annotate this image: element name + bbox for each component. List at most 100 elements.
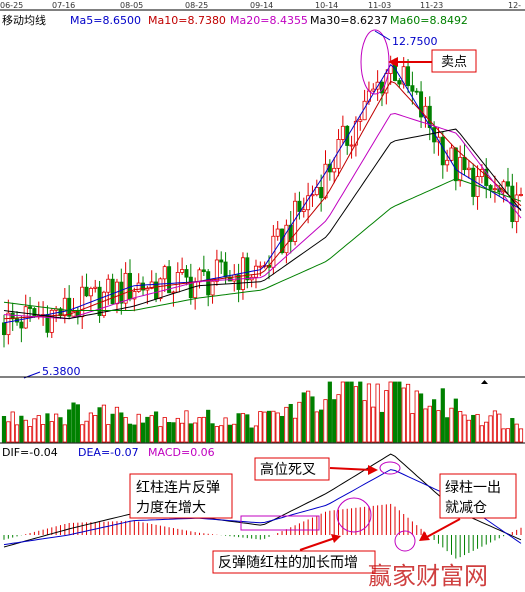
candle-body [371,88,376,92]
volume-bar [427,405,432,443]
date-label: 11-03 [368,1,391,10]
macd-line-dif [3,453,522,548]
volume-bar [401,387,406,443]
volume-bar [336,394,341,443]
candle-body [149,281,154,289]
volume-bar [375,383,380,443]
macd-line-dea [3,469,522,546]
volume-bar [384,390,389,443]
volume-bar [132,424,137,443]
volume-bar [19,415,24,443]
volume-bar [279,415,285,443]
candle-body [10,312,15,320]
candle-body [210,280,215,296]
candle-body [492,188,497,191]
volume-bar [67,409,72,443]
candle-body [158,278,163,300]
volume-bar [166,422,172,443]
volume-bar [45,413,50,443]
volume-bar [319,409,324,443]
volume-bar [10,411,15,443]
green-bars-arrow-head [419,531,430,541]
macd-lines [3,453,522,548]
ma60-legend: Ma60=8.8492 [390,14,468,27]
volume-bar [453,398,458,443]
candle-body [319,186,324,199]
volume-bar [392,381,398,443]
candle-body [49,309,54,333]
candle-body [232,274,237,282]
volume-bar [410,413,415,443]
rebound-label: 反弹随红柱的加长而增 [218,555,358,571]
volume-bar [288,403,293,443]
candle-body [423,105,428,118]
candle-body [306,195,311,211]
volume-bar [514,423,519,443]
peak-circle [360,29,390,95]
candle-body [167,266,172,294]
volume-bar [440,388,445,443]
volume-bar [488,415,493,443]
volume-bar [197,417,202,443]
sell-point-box [431,49,477,73]
macd-annotations: 红柱连片反弹力度在增大 高位死叉 绿柱一出就减仓 反弹随红柱的加长而增 赢家财富… [129,457,517,590]
volume-bar [323,399,328,443]
date-label: 08-25 [185,1,208,10]
volume-bar [492,410,498,443]
date-label: 07-16 [52,1,75,10]
moving-average-lines [3,64,522,324]
volume-bar [54,413,59,443]
date-label: 12- [508,1,521,10]
volume-bar [201,416,206,443]
green-bars-label: 绿柱一出就减仓 [445,480,501,516]
candlesticks [2,55,524,348]
death-cross-arrow-head [368,465,378,475]
death-cross-box [254,457,330,481]
ma10-legend: Ma10=8.7380 [148,14,226,27]
ma-line-ma30 [3,128,522,320]
candle-body [505,181,510,187]
candle-body [136,282,141,292]
volume-bar [106,424,111,443]
candle-body [219,259,224,263]
volume-bar [232,423,237,443]
volume-bar [332,399,337,443]
volume-bar [449,407,454,443]
volume-bar [23,419,28,443]
candle-body [245,257,250,281]
volume-bar [353,386,359,443]
candle-body [284,224,289,254]
candle-body [197,269,202,283]
watermark: 赢家财富网 [368,562,488,588]
volume-bar [510,418,515,443]
candle-body [162,266,167,280]
volume-bar [432,399,437,443]
volume-bar [227,424,233,443]
volume-bar [379,411,385,443]
candle-body [340,125,345,140]
candle-body [214,259,219,282]
volume-bar [388,381,393,443]
volume-bar [362,400,367,443]
volume-bar [223,417,228,443]
date-label: 09-14 [250,1,273,10]
annotation-line: 就减仓 [445,500,487,516]
rebound-rectangle [240,515,320,531]
candle-body [488,185,493,190]
ma30-legend: Ma30=8.6237 [310,14,388,27]
volume-bar [136,413,141,443]
green-bars-box [439,473,517,519]
candle-body [206,271,211,296]
volume-bar [97,407,102,443]
volume-bar [249,427,254,443]
candle-body [358,119,363,122]
candle-body [80,286,85,318]
candle-body [253,265,258,278]
volume-bar [371,406,376,443]
volume-bars [1,381,524,443]
volume-bar [206,409,211,443]
date-label: 08-05 [120,1,143,10]
candle-body [93,286,98,289]
volume-bar [193,422,198,443]
volume-bar [71,402,76,443]
